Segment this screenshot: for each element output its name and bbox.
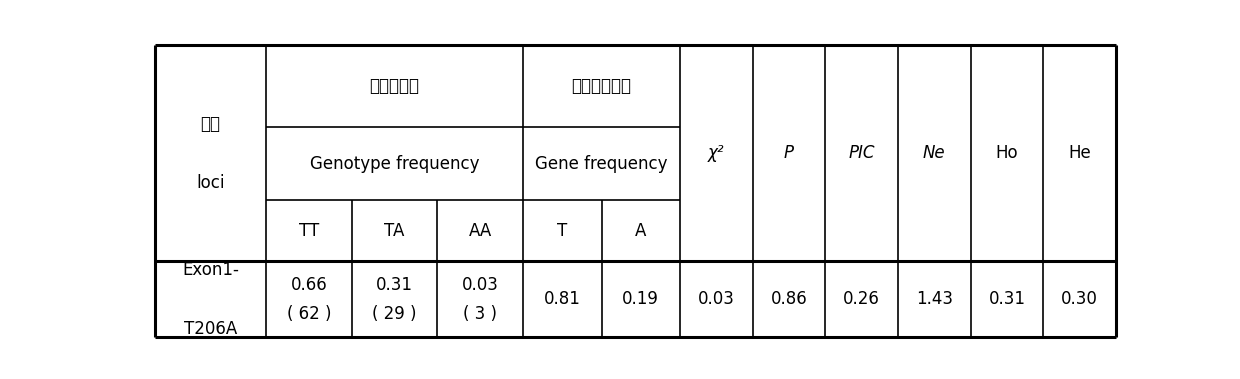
Text: TA: TA (384, 222, 404, 240)
Text: A: A (635, 222, 646, 240)
Text: PIC: PIC (848, 144, 875, 163)
Text: 0.31: 0.31 (988, 290, 1025, 309)
Text: 等位基因频率: 等位基因频率 (572, 77, 631, 96)
Text: 0.31
( 29 ): 0.31 ( 29 ) (372, 276, 417, 323)
Text: TT: TT (299, 222, 319, 240)
Text: He: He (1069, 144, 1091, 163)
Text: 0.19: 0.19 (622, 290, 660, 309)
Text: 0.86: 0.86 (770, 290, 807, 309)
Text: Genotype frequency: Genotype frequency (310, 155, 480, 173)
Text: Ne: Ne (923, 144, 946, 163)
Text: Exon1-

T206A: Exon1- T206A (182, 261, 239, 338)
Text: T: T (557, 222, 568, 240)
Text: Gene frequency: Gene frequency (536, 155, 668, 173)
Text: 1.43: 1.43 (916, 290, 952, 309)
Text: Ho: Ho (996, 144, 1018, 163)
Text: 0.30: 0.30 (1061, 290, 1099, 309)
Text: χ²: χ² (708, 144, 724, 163)
Text: 0.81: 0.81 (544, 290, 580, 309)
Text: AA: AA (469, 222, 492, 240)
Text: 0.03: 0.03 (698, 290, 735, 309)
Text: 基因型频率: 基因型频率 (370, 77, 419, 96)
Text: P: P (784, 144, 794, 163)
Text: 位点

loci: 位点 loci (196, 115, 224, 192)
Text: 0.03
( 3 ): 0.03 ( 3 ) (461, 276, 498, 323)
Text: 0.26: 0.26 (843, 290, 880, 309)
Text: 0.66
( 62 ): 0.66 ( 62 ) (286, 276, 331, 323)
